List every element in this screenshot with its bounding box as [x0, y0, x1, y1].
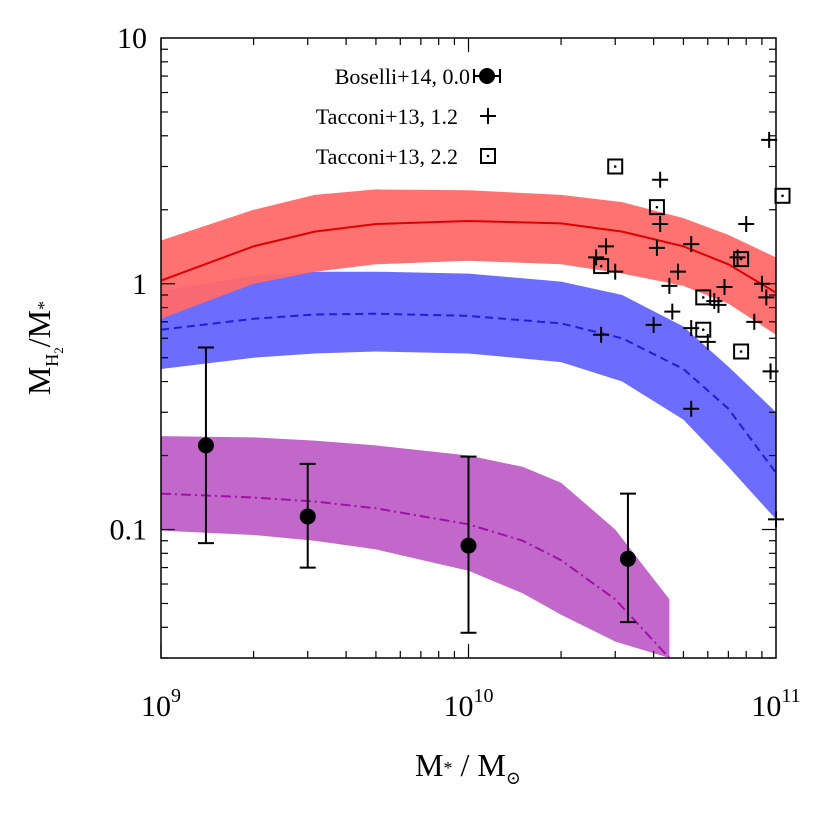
point-open-square	[695, 289, 712, 306]
x-tick-label: 1011	[751, 685, 800, 723]
point-open-square	[733, 343, 750, 360]
plot-frame	[160, 37, 777, 659]
marker-dot	[781, 194, 784, 198]
marker-square	[733, 251, 750, 268]
point-plus	[652, 171, 669, 188]
legend-label-tacconi-2-2: Tacconi+13, 2.2	[316, 144, 458, 169]
point-open-square	[593, 258, 610, 275]
point-plus	[593, 326, 610, 343]
point-filled-circle	[197, 346, 214, 545]
legend: Boselli+14, 0.0 Tacconi+13, 1.2 Tacconi+…	[316, 64, 501, 169]
legend-marker-boselli	[473, 68, 501, 84]
marker-circle	[460, 537, 477, 554]
marker-dot	[701, 296, 705, 299]
legend-label-boselli: Boselli+14, 0.0	[335, 64, 470, 89]
point-open-square	[648, 199, 665, 216]
x-axis-label: M* / M⊙	[415, 747, 521, 788]
point-plus	[645, 316, 662, 333]
point-plus	[683, 400, 700, 417]
band-0	[161, 436, 670, 658]
point-plus	[716, 279, 733, 296]
marker-dot	[739, 350, 743, 353]
marker-dot	[739, 257, 743, 261]
marker-square	[733, 343, 750, 360]
legend-label-tacconi-1-2: Tacconi+13, 1.2	[316, 104, 458, 129]
marker-square	[774, 187, 791, 204]
point-plus	[648, 239, 665, 256]
x-tick-label: 109	[141, 685, 181, 723]
marker-dot	[655, 205, 659, 209]
band-line-1	[160, 312, 777, 474]
point-plus	[738, 216, 755, 233]
point-plus	[598, 238, 615, 255]
point-plus	[669, 263, 686, 280]
band-line-2	[160, 219, 777, 294]
point-plus	[588, 249, 605, 266]
point-open-square	[695, 321, 712, 338]
band-2	[161, 189, 776, 335]
point-filled-circle	[299, 462, 316, 569]
y-tick-label: 10	[117, 22, 147, 55]
tick-labels: 109 1010 1011 0.1 1 10	[110, 22, 801, 723]
marker-circle	[299, 508, 316, 525]
marker-square	[648, 199, 665, 216]
point-plus	[607, 263, 624, 280]
point-plus	[664, 303, 681, 320]
x-tick-label: 1010	[444, 685, 494, 723]
marker-circle	[619, 550, 636, 567]
marker-dot	[599, 264, 603, 268]
point-plus	[746, 313, 763, 330]
point-plus	[753, 275, 770, 292]
marker-square	[695, 289, 712, 306]
point-plus	[710, 296, 727, 313]
point-plus	[683, 236, 700, 253]
marker-square	[695, 321, 712, 338]
data-points	[197, 131, 791, 634]
y-tick-label: 0.1	[110, 514, 148, 547]
point-filled-circle	[460, 455, 477, 634]
marker-circle	[197, 437, 214, 454]
marker-dot	[701, 328, 705, 332]
legend-marker-square	[480, 148, 496, 164]
point-plus	[661, 277, 678, 294]
point-plus	[758, 289, 775, 306]
point-open-square	[733, 251, 750, 268]
point-open-square	[774, 187, 791, 204]
point-plus	[706, 293, 723, 310]
y-axis-label: MH2/M*	[21, 301, 66, 395]
model-bands	[160, 189, 777, 659]
legend-marker-plus	[480, 108, 496, 124]
point-plus	[761, 131, 778, 148]
point-plus	[762, 363, 779, 380]
point-filled-circle	[619, 492, 636, 624]
point-plus	[652, 216, 669, 233]
marker-square	[593, 258, 610, 275]
marker-square	[607, 158, 624, 175]
y-tick-label: 1	[132, 268, 147, 301]
point-open-square	[607, 158, 624, 175]
marker-dot	[613, 165, 617, 168]
point-plus	[768, 511, 784, 528]
band-1	[161, 271, 776, 520]
